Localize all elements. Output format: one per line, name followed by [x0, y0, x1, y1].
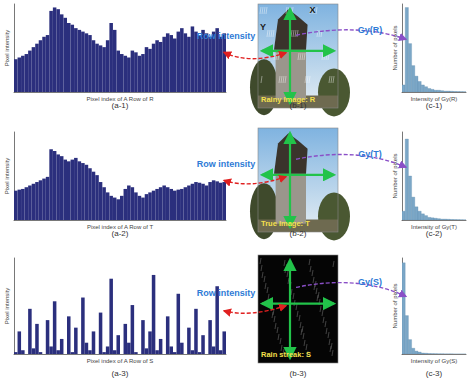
svg-text:Intensity of Gy(S): Intensity of Gy(S): [411, 358, 457, 364]
svg-text:Pixel index of A Row of S: Pixel index of A Row of S: [87, 358, 154, 364]
svg-text:Pixel intensity: Pixel intensity: [4, 158, 10, 195]
svg-text:Pixel index of A Row of R: Pixel index of A Row of R: [86, 96, 154, 102]
svg-text:Y: Y: [260, 22, 266, 32]
svg-text:(a-1): (a-1): [112, 101, 129, 110]
svg-text:(c-1): (c-1): [426, 101, 443, 110]
svg-text:Row intensity: Row intensity: [197, 288, 256, 298]
svg-text:Gy(T): Gy(T): [358, 149, 382, 159]
svg-text:Row intensity: Row intensity: [197, 159, 256, 169]
svg-text:True Image: T: True Image: T: [261, 219, 310, 228]
svg-text:Number of pixels: Number of pixels: [392, 153, 398, 198]
svg-text:(b-1): (b-1): [290, 101, 307, 110]
svg-text:X: X: [309, 5, 315, 15]
svg-text:(c-2): (c-2): [426, 229, 443, 238]
svg-text:(a-3): (a-3): [112, 369, 129, 378]
svg-text:(c-3): (c-3): [426, 369, 443, 378]
svg-text:Row intensity: Row intensity: [197, 31, 256, 41]
svg-text:Gy(S): Gy(S): [358, 277, 382, 287]
svg-text:Intensity of Gy(R): Intensity of Gy(R): [411, 96, 458, 102]
svg-text:Pixel index of A Row of T: Pixel index of A Row of T: [87, 224, 154, 230]
svg-text:Number of pixels: Number of pixels: [392, 283, 398, 328]
svg-text:(b-3): (b-3): [290, 369, 307, 378]
svg-text:Gy(R): Gy(R): [358, 25, 383, 35]
svg-text:Number of pixels: Number of pixels: [392, 25, 398, 70]
svg-text:Intensity of Gy(T): Intensity of Gy(T): [411, 224, 457, 230]
svg-text:(b-2): (b-2): [290, 229, 307, 238]
svg-text:(a-2): (a-2): [112, 229, 129, 238]
svg-text:Pixel intensity: Pixel intensity: [4, 30, 10, 67]
svg-text:Rainy Image: R: Rainy Image: R: [261, 95, 316, 104]
svg-text:Rain streak: S: Rain streak: S: [261, 350, 311, 359]
svg-text:Pixel intensity: Pixel intensity: [4, 288, 10, 325]
